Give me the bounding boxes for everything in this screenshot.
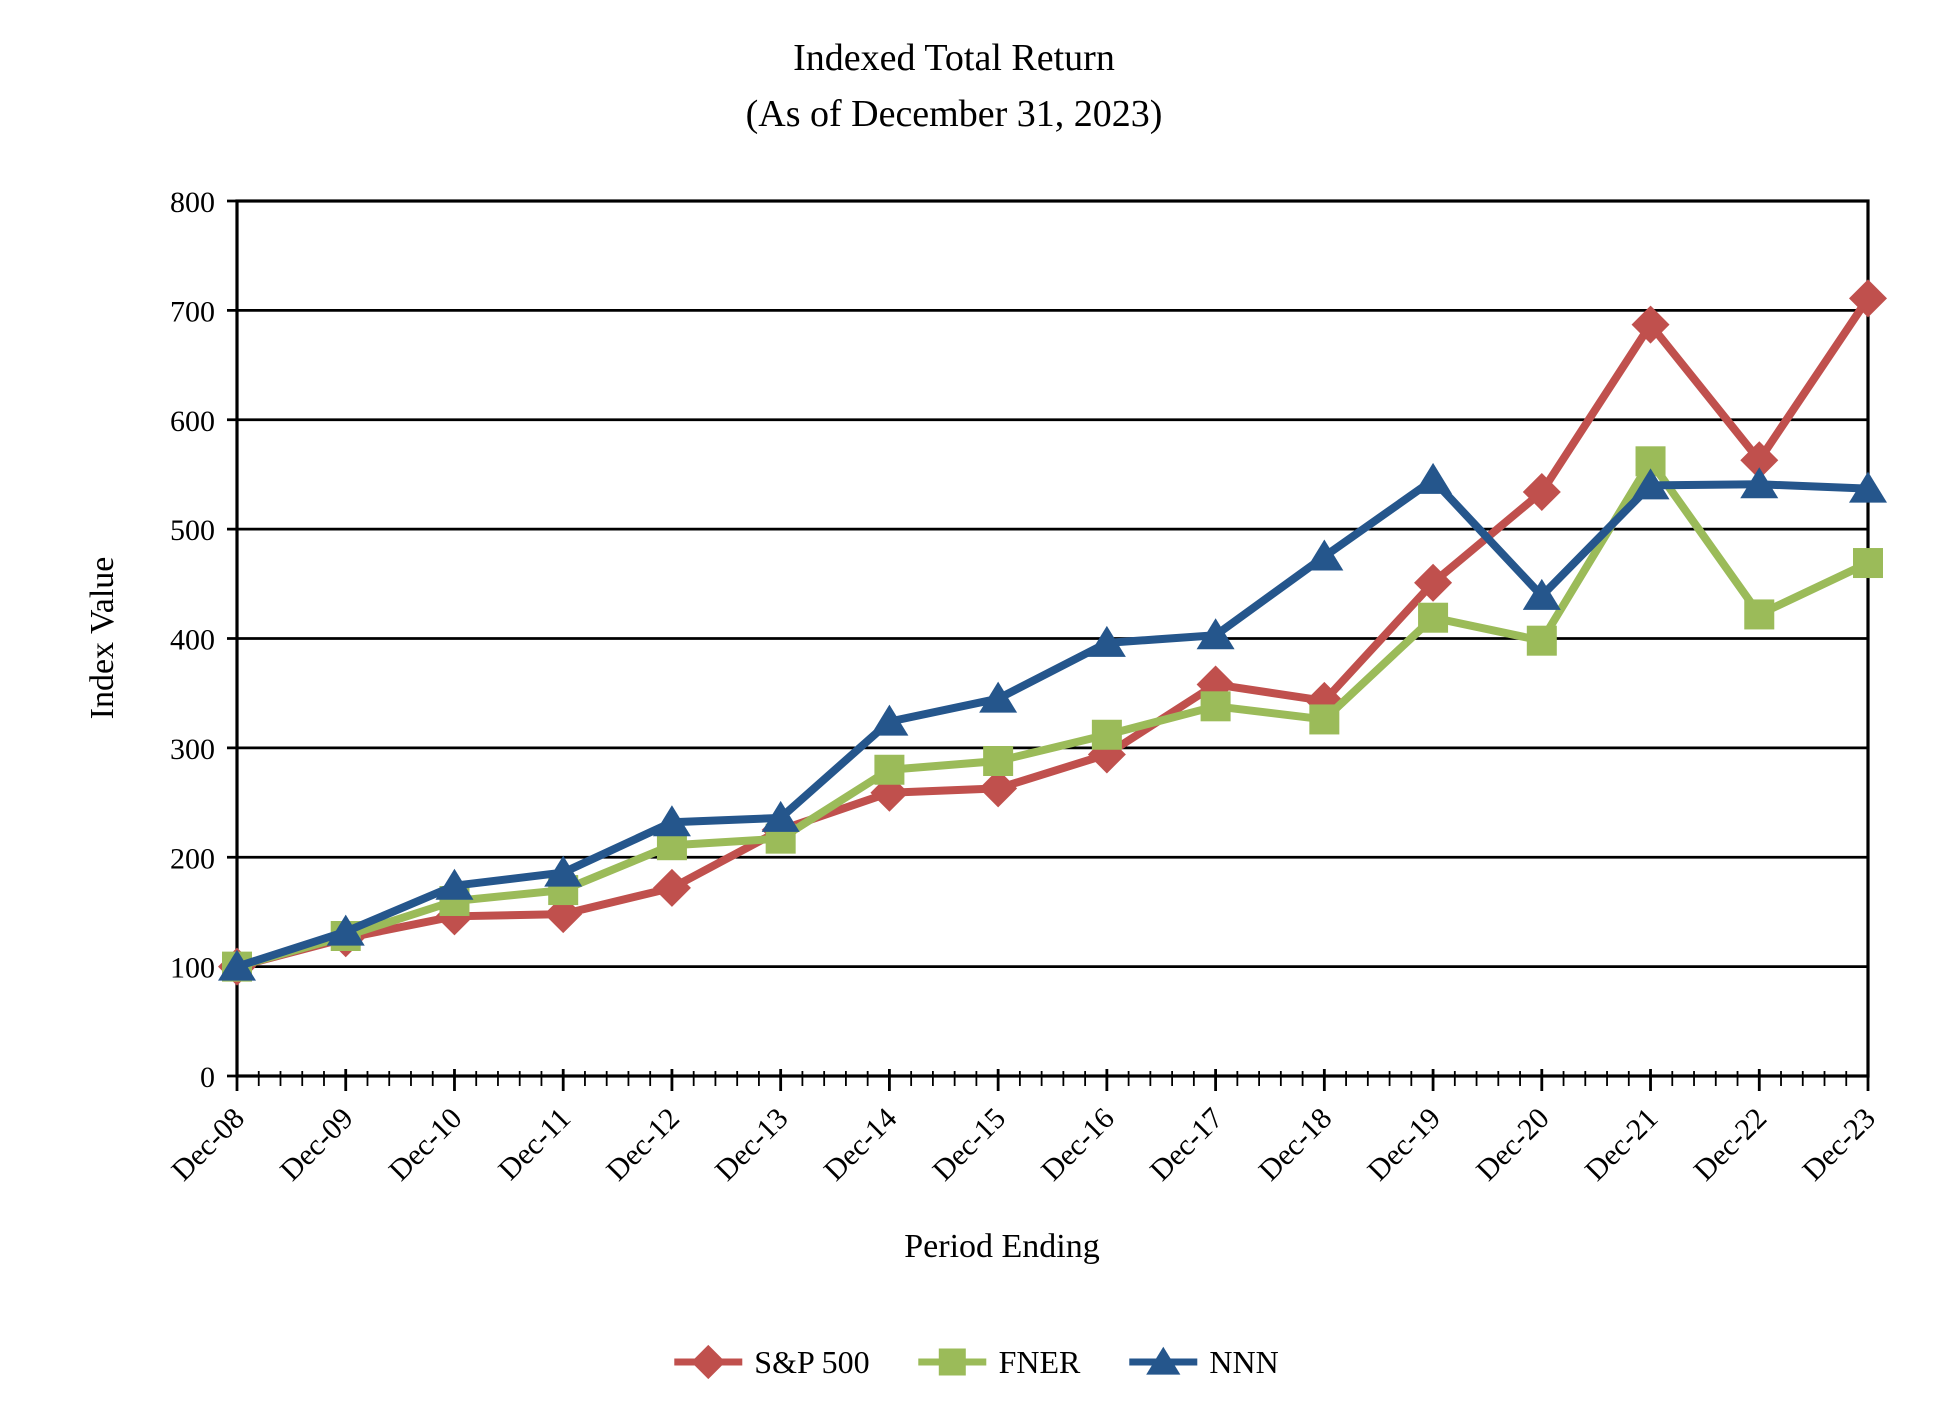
y-tick-label: 700 (170, 295, 215, 328)
triangle-marker (1740, 467, 1779, 499)
y-tick-label: 100 (170, 952, 215, 985)
x-tick-label: Dec-20 (1470, 1102, 1556, 1188)
triangle-marker (979, 681, 1018, 713)
triangle-marker (1305, 539, 1344, 571)
square-marker (1744, 599, 1775, 630)
y-tick-label: 800 (170, 186, 215, 219)
chart-title-line1: Indexed Total Return (793, 37, 1115, 79)
diamond-marker (691, 1344, 726, 1380)
legend-item-fner: FNER (916, 1340, 1081, 1384)
square-marker (1200, 691, 1231, 722)
nnn-legend-marker-icon (1129, 1346, 1198, 1375)
y-tick-label: 600 (170, 405, 215, 438)
diamond-marker (1414, 563, 1453, 602)
x-axis-title: Period Ending (904, 1228, 1100, 1265)
square-marker (1309, 704, 1340, 735)
triangle-marker (761, 800, 800, 832)
diamond-marker (1849, 279, 1887, 318)
series-s-p-500 (218, 279, 1887, 986)
x-tick-label: Dec-08 (165, 1102, 251, 1188)
x-tick-label: Dec-23 (1796, 1102, 1882, 1188)
y-tick-label: 500 (170, 514, 215, 547)
y-tick-label: 400 (170, 624, 215, 657)
triangle-marker (1146, 1346, 1181, 1375)
series-line-fner (233, 457, 1872, 971)
triangle-marker (1196, 618, 1235, 650)
x-tick-label: Dec-17 (1144, 1102, 1230, 1188)
x-tick-label: Dec-19 (1361, 1102, 1447, 1188)
legend-item-nnn: NNN (1126, 1340, 1279, 1384)
x-tick-label: Dec-10 (383, 1102, 469, 1188)
triangle-marker (652, 805, 691, 837)
diamond-marker (1740, 441, 1779, 480)
triangle-marker (1849, 471, 1887, 503)
x-tick-label: Dec-12 (600, 1102, 686, 1188)
fner-legend-marker-icon (918, 1348, 987, 1376)
series-line-nnn (233, 475, 1872, 971)
triangle-marker (218, 949, 256, 981)
series-line-s-p-500 (233, 294, 1872, 971)
diamond-marker (1631, 305, 1670, 344)
series-nnn (218, 462, 1887, 981)
triangle-marker (1414, 462, 1453, 494)
diamond-marker (652, 868, 691, 907)
x-tick-label: Dec-11 (492, 1102, 577, 1187)
x-tick-label: Dec-18 (1253, 1102, 1339, 1188)
y-tick-label: 200 (170, 842, 215, 875)
x-tick-label: Dec-21 (1579, 1102, 1665, 1188)
y-tick-label: 300 (170, 733, 215, 766)
diamond-marker (979, 769, 1018, 808)
triangle-marker (1631, 468, 1670, 500)
triangle-marker (326, 914, 365, 946)
legend-label-nnn: NNN (1209, 1343, 1279, 1380)
triangle-marker (870, 704, 909, 736)
legend-item-s-p-500: S&P 500 (671, 1340, 870, 1384)
square-marker (1418, 602, 1449, 633)
series-fner (222, 446, 1883, 982)
legend-label-s-p-500: S&P 500 (754, 1343, 870, 1380)
x-tick-label: Dec-15 (926, 1102, 1012, 1188)
x-tick-label: Dec-09 (274, 1102, 360, 1188)
x-tick-label: Dec-14 (818, 1102, 904, 1188)
square-marker (1853, 548, 1883, 579)
triangle-marker (1522, 578, 1561, 610)
x-tick-label: Dec-13 (709, 1102, 795, 1188)
diamond-marker (1522, 472, 1561, 511)
y-tick-label: 0 (200, 1061, 215, 1094)
x-tick-label: Dec-22 (1687, 1102, 1773, 1188)
legend-label-fner: FNER (998, 1343, 1081, 1380)
chart-title: Indexed Total Return (As of December 31,… (0, 30, 1908, 142)
x-tick-label: Dec-16 (1035, 1102, 1121, 1188)
chart-title-line2: (As of December 31, 2023) (745, 93, 1163, 135)
square-marker (939, 1348, 967, 1376)
s-p-500-legend-marker-icon (674, 1344, 743, 1380)
triangle-marker (1087, 625, 1126, 657)
plot-border (235, 199, 1870, 1078)
square-marker (1526, 625, 1557, 656)
square-marker (1091, 719, 1122, 750)
square-marker (983, 746, 1014, 776)
triangle-marker (435, 868, 474, 900)
triangle-marker (544, 855, 583, 887)
square-marker (874, 754, 905, 785)
legend: S&P 500 FNER NNN (671, 1340, 1279, 1384)
